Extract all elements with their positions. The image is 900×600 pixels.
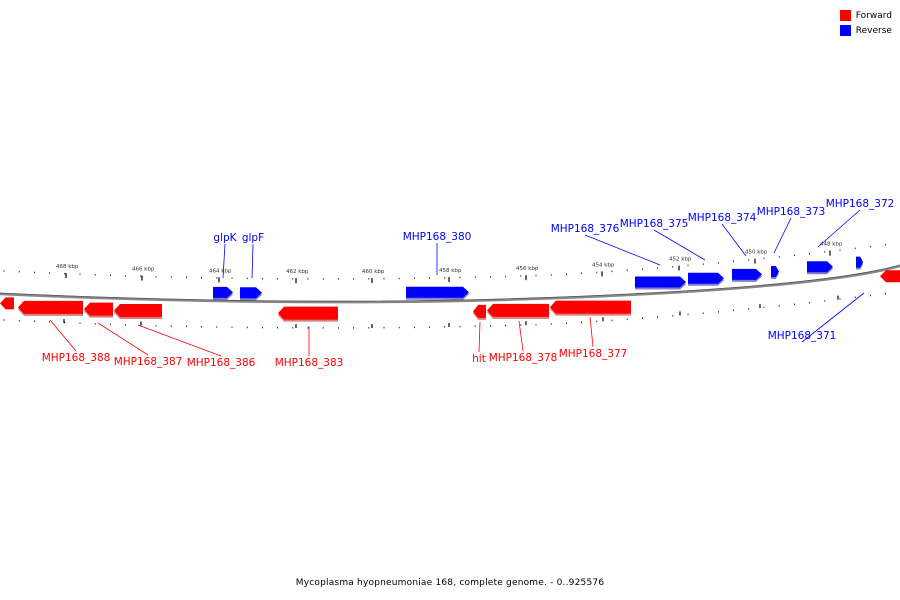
gene-features: [0, 256, 900, 322]
gene-hit[interactable]: [473, 304, 486, 320]
gene-arrow: [240, 287, 262, 299]
gene-label[interactable]: MHP168_387: [114, 356, 183, 368]
scale-tick-label: 460 kbp: [362, 269, 385, 275]
scale-tick-label: 456 kbp: [516, 266, 539, 272]
gene-label[interactable]: MHP168_378: [489, 352, 558, 364]
gene-label[interactable]: glpK: [213, 232, 237, 244]
gene-MHP168_378[interactable]: [487, 303, 549, 319]
legend-reverse-label: Reverse: [855, 25, 892, 36]
gene-label-leader: [584, 234, 661, 266]
gene-MHP168_377[interactable]: [550, 300, 631, 316]
gene-MHP168_386[interactable]: [114, 303, 162, 319]
legend-forward: Forward: [839, 8, 892, 23]
gene-label[interactable]: MHP168_386: [187, 357, 256, 369]
gene-glpF[interactable]: [240, 287, 262, 301]
gene-label-leader: [653, 229, 706, 261]
genome-caption: Mycoplasma hyopneumoniae 168, complete g…: [295, 578, 605, 588]
gene-arrow: [473, 304, 486, 318]
legend-reverse: Reverse: [839, 23, 892, 38]
gene-arrow: [213, 286, 233, 298]
gene-MHP168_376[interactable]: [635, 276, 686, 290]
gene-arrow: [732, 268, 762, 280]
gene-label-leader: [721, 223, 747, 257]
legend: Forward Reverse: [839, 8, 892, 38]
forward-swatch: [839, 10, 851, 21]
gene-arrow-edge-left: [0, 297, 14, 310]
gene-label[interactable]: MHP168_377: [559, 348, 628, 360]
gene-MHP168_374[interactable]: [732, 268, 762, 282]
gene-MHP168_373[interactable]: [771, 266, 779, 280]
gene-MHP168_383[interactable]: [278, 306, 338, 322]
gene-MHP168_387[interactable]: [84, 302, 113, 318]
gene-arrow: [406, 286, 469, 298]
gene-arrow: [550, 300, 631, 314]
legend-forward-label: Forward: [855, 10, 892, 21]
gene-label[interactable]: MHP168_375: [620, 218, 689, 230]
genome-backbone: [0, 264, 900, 304]
gene-MHP168_371[interactable]: [856, 256, 863, 270]
gene-label-leader: [97, 322, 149, 356]
gene-labels: MHP168_388 MHP168_387 MHP168_386 MHP168_383…: [42, 198, 895, 369]
gene-label-leader: [518, 320, 524, 352]
reverse-swatch: [839, 25, 851, 36]
gene-label-leader: [817, 209, 861, 248]
gene-label[interactable]: MHP168_372: [826, 198, 895, 210]
scale-tick-label: 468 kbp: [56, 264, 79, 270]
scale-tick-label: 448 kbp: [820, 242, 843, 248]
gene-label-leader: [478, 321, 481, 353]
gene-arrow: [487, 303, 549, 317]
gene-MHP168_375[interactable]: [688, 272, 724, 286]
scale-tick-label: 458 kbp: [439, 268, 462, 274]
gene-label[interactable]: MHP168_388: [42, 352, 111, 364]
scale-tick-label: 450 kbp: [745, 250, 768, 256]
gene-arrow: [84, 302, 113, 316]
gene-label[interactable]: MHP168_380: [403, 231, 472, 243]
scale-tick-label: 454 kbp: [592, 262, 615, 268]
gene-label-leader: [773, 217, 792, 254]
gene-arrow: [635, 276, 686, 288]
gene-label-leader: [222, 243, 226, 279]
gene-edge-features: [0, 270, 900, 310]
scale-tick-label: 452 kbp: [669, 257, 692, 263]
gene-label-leader: [589, 316, 594, 348]
scale-tick-label: 462 kbp: [286, 269, 309, 275]
scale-tick-label: 464 kbp: [209, 268, 232, 274]
gene-arrow: [688, 272, 724, 284]
gene-MHP168_372[interactable]: [807, 261, 833, 275]
gene-label[interactable]: MHP168_373: [757, 206, 826, 218]
gene-label-leader: [137, 324, 222, 357]
gene-arrow: [114, 303, 162, 317]
gene-glpK[interactable]: [213, 286, 233, 300]
gene-label[interactable]: MHP168_371: [768, 330, 837, 342]
gene-arrow: [771, 266, 779, 278]
gene-arrow: [807, 261, 833, 273]
scale-ticks: 448 kbp 450 kbp 452 kbp 454 kbp 456 kbp 458 k…: [3, 242, 886, 329]
gene-arrow: [856, 256, 863, 268]
gene-MHP168_388[interactable]: [18, 300, 83, 316]
gene-label[interactable]: MHP168_374: [688, 212, 757, 224]
gene-arrow: [278, 306, 338, 320]
gene-label-leader: [801, 292, 865, 343]
gene-arrow-edge-right: [880, 270, 900, 283]
gene-label[interactable]: hit: [472, 353, 486, 365]
gene-label[interactable]: glpF: [242, 232, 264, 244]
scale-tick-label: 466 kbp: [132, 267, 155, 273]
gene-MHP168_380[interactable]: [406, 286, 469, 300]
gene-arrow: [18, 300, 83, 314]
gene-label-leader: [251, 243, 254, 279]
gene-label-leader: [49, 319, 77, 352]
gene-label[interactable]: MHP168_376: [551, 223, 620, 235]
gene-label[interactable]: MHP168_383: [275, 357, 344, 369]
